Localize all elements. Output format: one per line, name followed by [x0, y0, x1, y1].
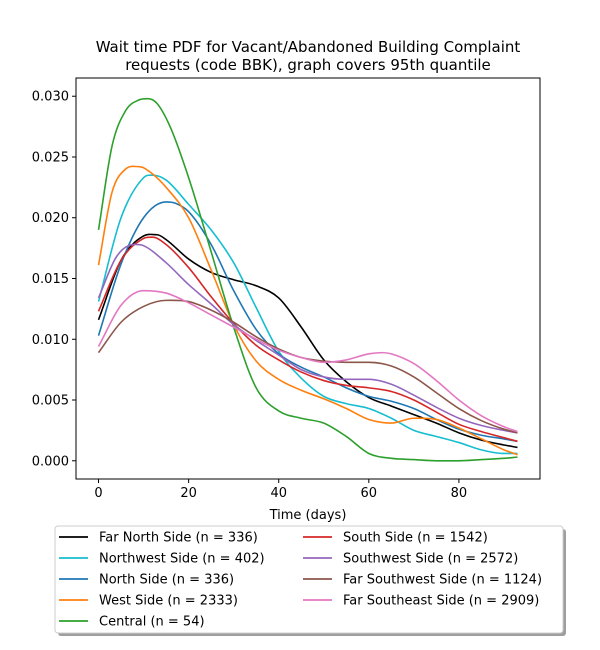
chart-title-line-2: requests (code BBK), graph covers 95th q… — [125, 56, 491, 74]
series-line-8 — [97, 289, 518, 433]
series-layer — [97, 97, 518, 462]
series-line-6 — [97, 243, 518, 434]
legend-label-3: West Side (n = 2333) — [99, 594, 238, 609]
x-tick-label-3: 60 — [361, 486, 378, 501]
y-tick-label-6: 0.030 — [32, 90, 69, 105]
y-tick-label-0: 0.000 — [32, 454, 69, 469]
x-tick-label-0: 0 — [94, 486, 102, 501]
x-tick-label-1: 20 — [180, 486, 197, 501]
y-tick-label-2: 0.010 — [32, 333, 69, 348]
legend-label-0: Far North Side (n = 336) — [99, 531, 258, 546]
series-line-4 — [97, 97, 518, 462]
ticks-layer: 0 20 40 60 80 0.000 0.005 0.010 0.015 0.020 0.025 0… — [32, 90, 467, 501]
y-tick-label-5: 0.025 — [32, 150, 69, 165]
y-tick-label-3: 0.015 — [32, 272, 69, 287]
plot-frame — [75, 77, 541, 480]
legend-label-7: Far Southwest Side (n = 1124) — [343, 573, 542, 588]
legend-label-8: Far Southeast Side (n = 2909) — [343, 594, 539, 609]
legend-label-4: Central (n = 54) — [99, 615, 205, 630]
series-line-3 — [97, 165, 518, 456]
legend-label-1: Northwest Side (n = 402) — [99, 552, 265, 567]
series-line-0 — [97, 233, 518, 449]
x-tick-label-4: 80 — [451, 486, 468, 501]
x-axis-label: Time (days) — [269, 508, 347, 523]
legend: Far North Side (n = 336) Northwest Side (… — [54, 525, 566, 636]
series-line-7 — [97, 299, 518, 434]
chart-title-line-1: Wait time PDF for Vacant/Abandoned Build… — [96, 38, 521, 56]
legend-items: Far North Side (n = 336) Northwest Side (… — [59, 531, 542, 630]
series-line-5 — [97, 236, 518, 443]
series-line-1 — [97, 174, 518, 455]
legend-label-5: South Side (n = 1542) — [343, 531, 488, 546]
series-line-2 — [97, 201, 518, 443]
legend-label-2: North Side (n = 336) — [99, 573, 234, 588]
y-tick-label-4: 0.020 — [32, 211, 69, 226]
x-tick-label-2: 40 — [270, 486, 287, 501]
legend-label-6: Southwest Side (n = 2572) — [343, 552, 518, 567]
y-tick-label-1: 0.005 — [32, 394, 69, 409]
